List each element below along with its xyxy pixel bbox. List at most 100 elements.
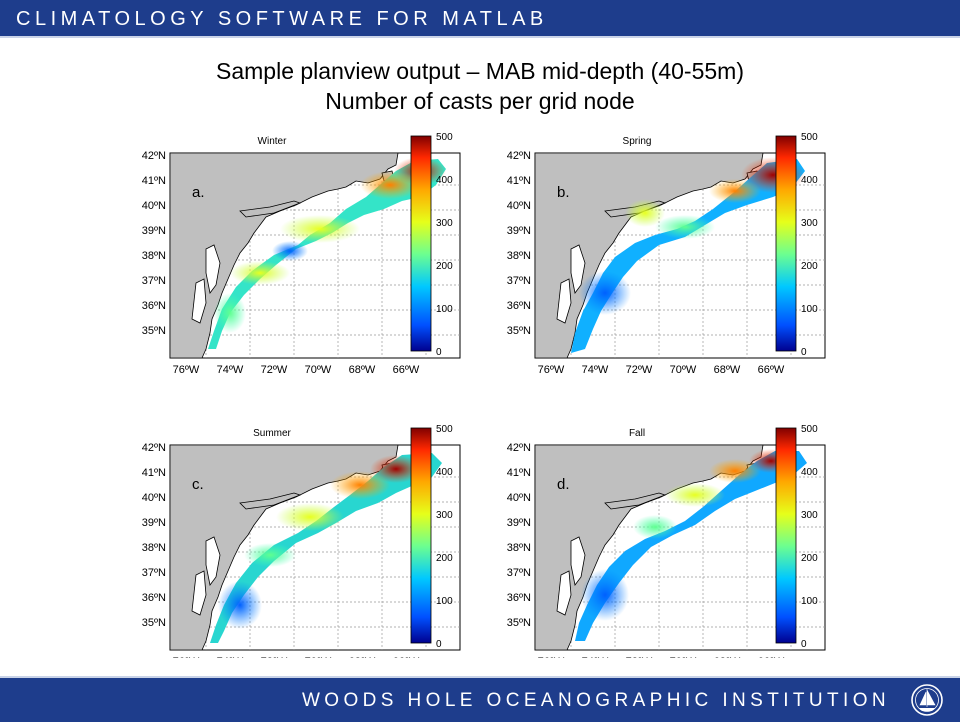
sailboat-seal-icon (911, 684, 943, 716)
lat-tick-label: 42ºN (507, 442, 531, 454)
colorbar-tick-label: 100 (436, 304, 453, 315)
lat-tick-label: 39ºN (142, 517, 166, 529)
lon-tick-label: 66ºW (393, 364, 420, 376)
lat-tick-label: 37ºN (507, 275, 531, 287)
panel-season-label: Winter (258, 136, 288, 147)
panel-season-label: Fall (629, 428, 645, 439)
lat-tick-label: 42ºN (142, 442, 166, 454)
colorbar-tick-label: 500 (436, 424, 453, 435)
colorbar-tick-label: 200 (801, 553, 818, 564)
lon-tick-label: 66ºW (393, 656, 420, 658)
lon-tick-label: 72ºW (261, 656, 288, 658)
panel-season-label: Spring (623, 136, 652, 147)
colorbar-tick-label: 500 (801, 132, 818, 143)
colorbar-tick-label: 400 (436, 175, 453, 186)
colorbar-tick-label: 0 (436, 347, 442, 358)
panel-letter: d. (557, 476, 570, 493)
colorbar-tick-label: 100 (801, 596, 818, 607)
footer-bar: WOODS HOLE OCEANOGRAPHIC INSTITUTION (0, 676, 960, 722)
lat-tick-label: 41ºN (142, 467, 166, 479)
colorbar-tick-label: 0 (801, 347, 807, 358)
lat-tick-label: 35ºN (507, 617, 531, 629)
institution-name: WOODS HOLE OCEANOGRAPHIC INSTITUTION (301, 690, 890, 711)
lon-tick-label: 76ºW (538, 656, 565, 658)
panel-letter: a. (192, 184, 205, 201)
colorbar (410, 135, 432, 352)
lat-tick-label: 38ºN (507, 250, 531, 262)
lon-tick-label: 70ºW (670, 656, 697, 658)
lon-tick-label: 74ºW (217, 656, 244, 658)
lat-tick-label: 36ºN (507, 300, 531, 312)
lon-tick-label: 74ºW (582, 656, 609, 658)
lat-tick-label: 36ºN (142, 592, 166, 604)
lat-tick-label: 41ºN (507, 175, 531, 187)
panel-letter: c. (192, 476, 204, 493)
lat-tick-label: 38ºN (142, 250, 166, 262)
slide-subtitle: Number of casts per grid node (325, 88, 635, 114)
colorbar-tick-label: 400 (801, 467, 818, 478)
colorbar (775, 135, 797, 352)
lon-tick-label: 76ºW (538, 364, 565, 376)
lat-tick-label: 38ºN (142, 542, 166, 554)
colorbar (410, 427, 432, 644)
colorbar-tick-label: 200 (436, 261, 453, 272)
lat-tick-label: 39ºN (507, 517, 531, 529)
lon-tick-label: 70ºW (305, 656, 332, 658)
lat-tick-label: 36ºN (142, 300, 166, 312)
panel-winter: Winter a. (169, 136, 461, 359)
lat-tick-label: 40ºN (142, 200, 166, 212)
lon-tick-label: 72ºW (261, 364, 288, 376)
lon-tick-label: 76ºW (173, 656, 200, 658)
lat-tick-label: 35ºN (142, 325, 166, 337)
colorbar-tick-label: 400 (436, 467, 453, 478)
lat-tick-label: 35ºN (142, 617, 166, 629)
lat-tick-label: 38ºN (507, 542, 531, 554)
lon-tick-label: 74ºW (217, 364, 244, 376)
lat-tick-label: 35ºN (507, 325, 531, 337)
colorbar-tick-label: 200 (436, 553, 453, 564)
colorbar (775, 427, 797, 644)
lat-tick-label: 41ºN (507, 467, 531, 479)
lat-tick-label: 40ºN (507, 200, 531, 212)
lon-tick-label: 72ºW (626, 656, 653, 658)
colorbar-tick-label: 500 (436, 132, 453, 143)
lon-tick-label: 70ºW (305, 364, 332, 376)
colorbar-tick-label: 300 (801, 218, 818, 229)
colorbar-tick-label: 400 (801, 175, 818, 186)
colorbar-tick-label: 100 (436, 596, 453, 607)
panel-season-label: Summer (253, 428, 291, 439)
lat-tick-label: 42ºN (142, 150, 166, 162)
figure: Winter a. Spring b. Summer (75, 118, 895, 668)
lon-tick-label: 72ºW (626, 364, 653, 376)
colorbar-tick-label: 100 (801, 304, 818, 315)
header-title: CLIMATOLOGY SOFTWARE FOR MATLAB (16, 8, 548, 30)
lon-tick-label: 68ºW (714, 656, 741, 658)
lat-tick-label: 40ºN (507, 492, 531, 504)
lon-tick-label: 66ºW (758, 656, 785, 658)
colorbar-tick-label: 500 (801, 424, 818, 435)
lon-tick-label: 76ºW (173, 364, 200, 376)
colorbar-tick-label: 200 (801, 261, 818, 272)
lat-tick-label: 37ºN (142, 275, 166, 287)
lat-tick-label: 39ºN (507, 225, 531, 237)
lat-tick-label: 42ºN (507, 150, 531, 162)
lat-tick-label: 37ºN (507, 567, 531, 579)
lat-tick-label: 41ºN (142, 175, 166, 187)
lat-tick-label: 40ºN (142, 492, 166, 504)
colorbar-tick-label: 300 (436, 510, 453, 521)
colorbar-tick-label: 300 (801, 510, 818, 521)
colorbar-tick-label: 0 (436, 639, 442, 650)
colorbar-tick-label: 300 (436, 218, 453, 229)
panel-letter: b. (557, 184, 570, 201)
lon-tick-label: 70ºW (670, 364, 697, 376)
lon-tick-label: 68ºW (349, 656, 376, 658)
lat-tick-label: 39ºN (142, 225, 166, 237)
colorbar-tick-label: 0 (801, 639, 807, 650)
slide-title: Sample planview output – MAB mid-depth (… (216, 58, 744, 84)
lon-tick-label: 68ºW (349, 364, 376, 376)
lat-tick-label: 37ºN (142, 567, 166, 579)
lat-tick-label: 36ºN (507, 592, 531, 604)
lon-tick-label: 68ºW (714, 364, 741, 376)
lon-tick-label: 74ºW (582, 364, 609, 376)
lon-tick-label: 66ºW (758, 364, 785, 376)
